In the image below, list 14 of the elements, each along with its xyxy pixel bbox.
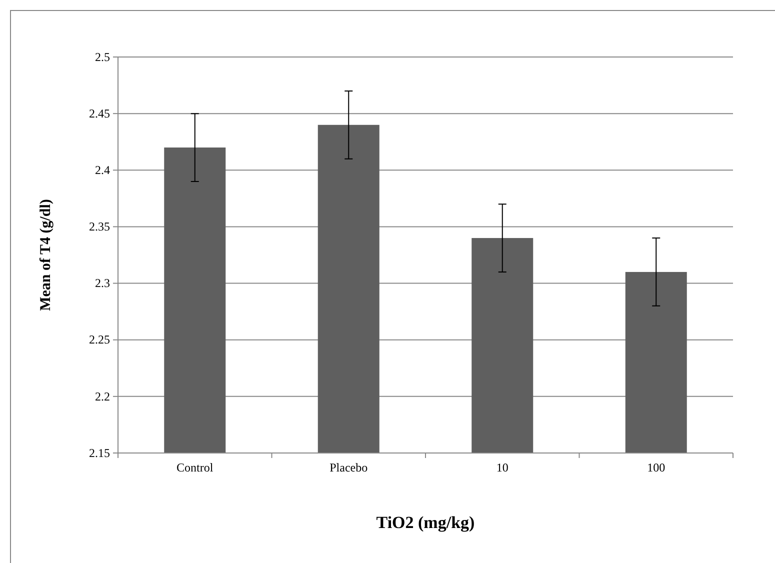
y-tick-label: 2.4 (95, 162, 110, 177)
y-axis-title: Mean of T4 (g/dl) (38, 199, 54, 311)
x-tick-label: 10 (496, 460, 508, 475)
x-tick-label: Control (176, 460, 214, 475)
y-tick-label: 2.2 (95, 389, 110, 404)
y-tick-label: 2.45 (89, 106, 110, 120)
x-axis-title: TiO2 (mg/kg) (376, 513, 475, 532)
y-tick-label: 2.3 (95, 276, 110, 290)
x-tick-label: 100 (647, 460, 666, 475)
y-tick-label: 2.25 (89, 332, 110, 347)
y-tick-label: 2.15 (89, 446, 110, 460)
x-tick-label: Placebo (330, 460, 368, 475)
y-tick-label: 2.35 (89, 220, 110, 234)
y-tick-label: 2.5 (95, 50, 110, 64)
